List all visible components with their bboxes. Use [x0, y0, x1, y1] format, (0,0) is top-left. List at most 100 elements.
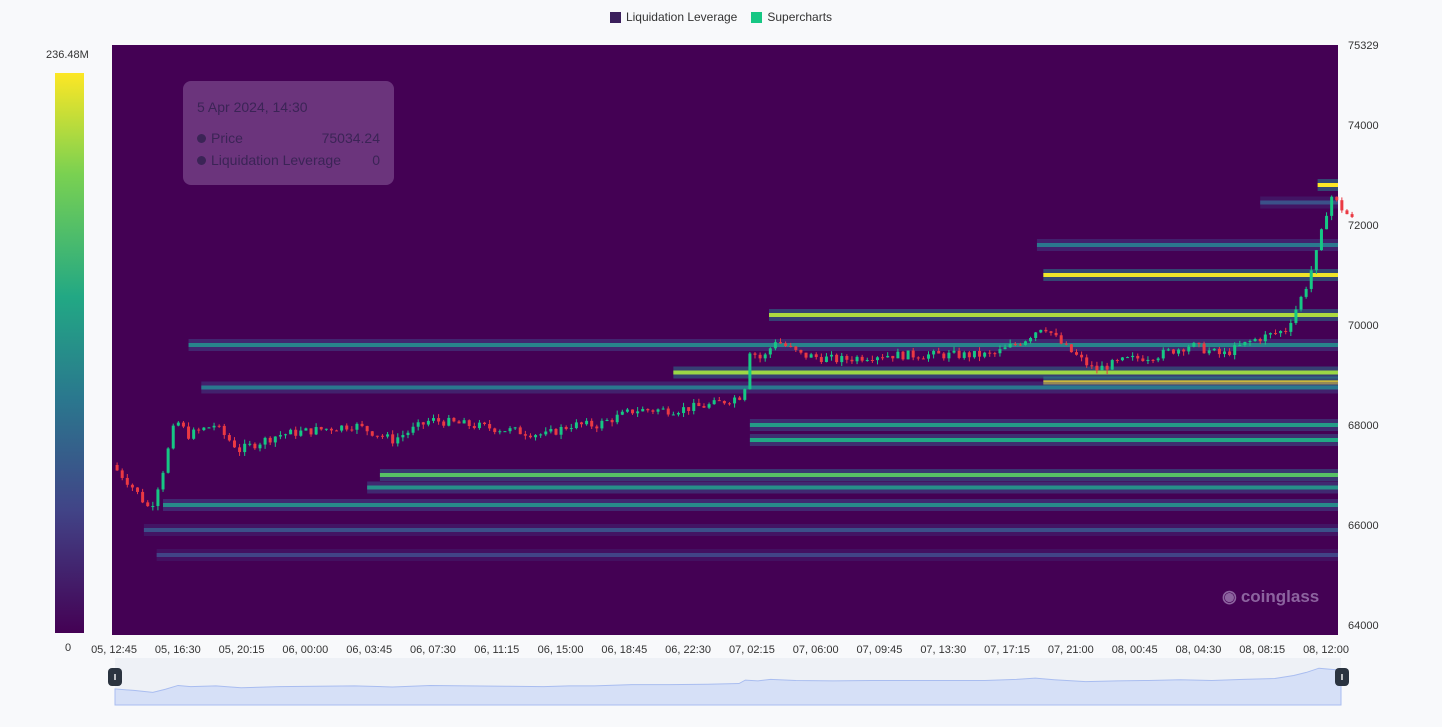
- candle-114: [697, 402, 701, 407]
- candle-181: [1039, 329, 1043, 333]
- x-tick-label-16: 08, 00:45: [1112, 644, 1158, 656]
- candle-12: [176, 422, 180, 426]
- liquidation-band-2: [1036, 243, 1338, 247]
- candle-55: [396, 437, 400, 444]
- candle-165: [957, 350, 961, 358]
- candle-146: [860, 356, 864, 361]
- candle-162: [942, 353, 946, 359]
- candle-21: [222, 425, 226, 436]
- candle-197: [1120, 357, 1124, 361]
- coinglass-watermark: ◉ coinglass: [1222, 587, 1319, 607]
- candle-196: [1115, 360, 1119, 362]
- tooltip-leverage-dot: [197, 156, 206, 165]
- candle-158: [921, 358, 925, 360]
- candle-137: [814, 354, 818, 358]
- candle-122: [738, 397, 742, 400]
- candle-61: [426, 420, 430, 425]
- candle-202: [1146, 359, 1150, 362]
- candle-176: [1013, 344, 1017, 346]
- candle-69: [467, 420, 471, 426]
- candle-15: [192, 429, 196, 439]
- tooltip-price-value: 75034.24: [321, 130, 380, 146]
- candle-189: [1080, 354, 1084, 358]
- candle-24: [238, 447, 242, 453]
- candle-210: [1187, 346, 1191, 352]
- candle-145: [855, 356, 859, 362]
- candle-239: [1335, 196, 1339, 201]
- candle-192: [1095, 365, 1099, 371]
- candle-129: [773, 342, 777, 349]
- candle-240: [1340, 200, 1344, 211]
- candle-60: [421, 422, 425, 425]
- candle-107: [661, 408, 665, 410]
- candle-169: [978, 350, 982, 357]
- legend-item-liquidation-leverage[interactable]: Liquidation Leverage: [609, 10, 737, 24]
- candle-72: [483, 422, 487, 425]
- x-tick-label-13: 07, 13:30: [920, 644, 966, 656]
- candle-131: [784, 343, 788, 347]
- candle-151: [886, 355, 890, 358]
- x-axis: 05, 12:45 05, 16:30 05, 20:15 06, 00:00 06, …: [91, 644, 1349, 656]
- candle-208: [1177, 349, 1181, 354]
- y-tick-label-1: 66000: [1348, 520, 1379, 532]
- candle-200: [1136, 355, 1140, 359]
- candle-124: [748, 353, 752, 390]
- candle-242: [1350, 214, 1354, 217]
- candle-57: [406, 432, 410, 436]
- tooltip-price-label: Price: [211, 130, 243, 146]
- liquidation-band-0: [1317, 183, 1338, 187]
- y-tick-label-0: 64000: [1348, 620, 1379, 632]
- candle-183: [1049, 331, 1053, 333]
- candle-203: [1151, 359, 1155, 361]
- candle-172: [993, 353, 997, 355]
- overview-price-area: [114, 667, 1342, 706]
- candle-175: [1008, 344, 1012, 348]
- candle-168: [972, 350, 976, 358]
- candle-224: [1258, 338, 1262, 342]
- candle-56: [401, 435, 405, 438]
- tooltip-price-dot: [197, 134, 206, 143]
- candle-36: [299, 430, 303, 436]
- zoom-slider-right-handle[interactable]: ‖: [1335, 668, 1349, 686]
- candle-31: [273, 436, 277, 443]
- candle-20: [217, 425, 221, 427]
- candle-118: [717, 400, 721, 402]
- colorbar-max-label: 236.48M: [46, 49, 89, 61]
- legend-item-supercharts[interactable]: Supercharts: [751, 10, 832, 24]
- candle-199: [1131, 355, 1135, 358]
- x-tick-label-8: 06, 18:45: [601, 644, 647, 656]
- candle-185: [1059, 335, 1063, 344]
- candle-83: [539, 434, 543, 436]
- candle-188: [1074, 352, 1078, 355]
- candle-46: [350, 429, 354, 431]
- candle-241: [1345, 210, 1349, 215]
- candle-92: [585, 420, 589, 425]
- candle-219: [1233, 345, 1237, 356]
- candle-100: [625, 409, 629, 412]
- candle-217: [1222, 351, 1226, 355]
- candle-77: [508, 428, 512, 432]
- candle-195: [1110, 360, 1114, 370]
- zoom-slider-left-handle[interactable]: ‖: [108, 668, 122, 686]
- candle-34: [289, 429, 293, 435]
- candle-194: [1105, 365, 1109, 370]
- candle-23: [232, 440, 236, 448]
- candle-177: [1018, 344, 1022, 346]
- hover-tooltip: 5 Apr 2024, 14:30 Price 75034.24 Liquida…: [183, 81, 394, 185]
- candle-117: [712, 400, 716, 405]
- candle-7: [151, 506, 155, 508]
- candle-130: [779, 342, 783, 344]
- candle-30: [268, 437, 272, 443]
- candle-170: [983, 352, 987, 357]
- candle-71: [477, 422, 481, 429]
- candle-93: [590, 420, 594, 427]
- tooltip-leverage-row: Liquidation Leverage 0: [197, 152, 380, 168]
- candle-156: [911, 350, 915, 358]
- candle-215: [1212, 348, 1216, 351]
- liquidation-band-5: [188, 343, 1338, 347]
- candle-9: [161, 472, 165, 490]
- candle-19: [212, 425, 216, 428]
- candle-198: [1126, 357, 1130, 359]
- candle-222: [1248, 341, 1252, 343]
